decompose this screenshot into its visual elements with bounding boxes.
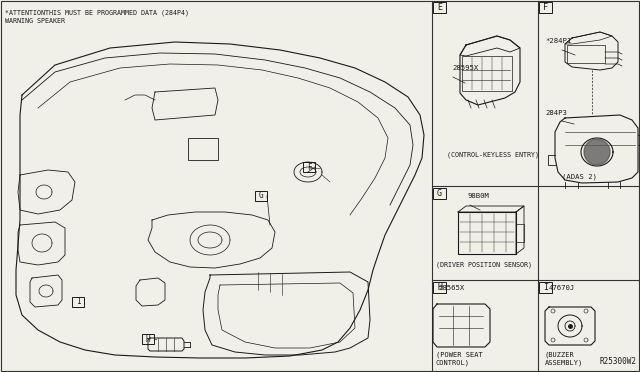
Text: H: H <box>437 283 442 292</box>
Circle shape <box>584 139 610 165</box>
Bar <box>539 282 552 293</box>
Text: 284P3: 284P3 <box>545 110 567 116</box>
Text: (ADAS 2): (ADAS 2) <box>562 174 597 180</box>
Text: G: G <box>259 192 263 201</box>
Text: R25300W2: R25300W2 <box>600 357 637 366</box>
Text: (DRIVER POSITION SENSOR): (DRIVER POSITION SENSOR) <box>436 262 532 269</box>
Text: (BUZZER: (BUZZER <box>545 352 575 359</box>
Text: 47670J: 47670J <box>549 285 575 291</box>
Text: *284P1: *284P1 <box>545 38 572 44</box>
Bar <box>255 191 267 201</box>
Text: 28565X: 28565X <box>438 285 464 291</box>
Bar <box>433 2 446 13</box>
Bar <box>458 212 516 254</box>
Text: 28595X: 28595X <box>452 65 478 71</box>
Bar <box>462 56 512 91</box>
Text: (POWER SEAT: (POWER SEAT <box>436 352 483 359</box>
Text: WARNING SPEAKER: WARNING SPEAKER <box>5 18 65 24</box>
Bar <box>433 188 446 199</box>
Text: E: E <box>437 3 442 12</box>
Bar <box>567 45 605 63</box>
Text: 98B0M: 98B0M <box>468 193 490 199</box>
Bar <box>539 2 552 13</box>
Text: CONTROL): CONTROL) <box>436 360 470 366</box>
Text: F: F <box>543 3 548 12</box>
Bar <box>303 162 315 172</box>
Bar <box>72 297 84 307</box>
Text: *ATTENTIONTHIS MUST BE PROGRAMMED DATA (284P4): *ATTENTIONTHIS MUST BE PROGRAMMED DATA (… <box>5 10 189 16</box>
Bar <box>142 334 154 344</box>
Text: G: G <box>437 189 442 198</box>
Text: F: F <box>307 163 311 171</box>
Bar <box>433 282 446 293</box>
Text: ASSEMBLY): ASSEMBLY) <box>545 360 583 366</box>
Text: (CONTROL-KEYLESS ENTRY): (CONTROL-KEYLESS ENTRY) <box>447 152 539 158</box>
Text: H: H <box>146 334 150 343</box>
Bar <box>188 138 218 160</box>
Text: 1: 1 <box>76 298 80 307</box>
Text: I: I <box>543 283 548 292</box>
Bar <box>516 224 524 242</box>
